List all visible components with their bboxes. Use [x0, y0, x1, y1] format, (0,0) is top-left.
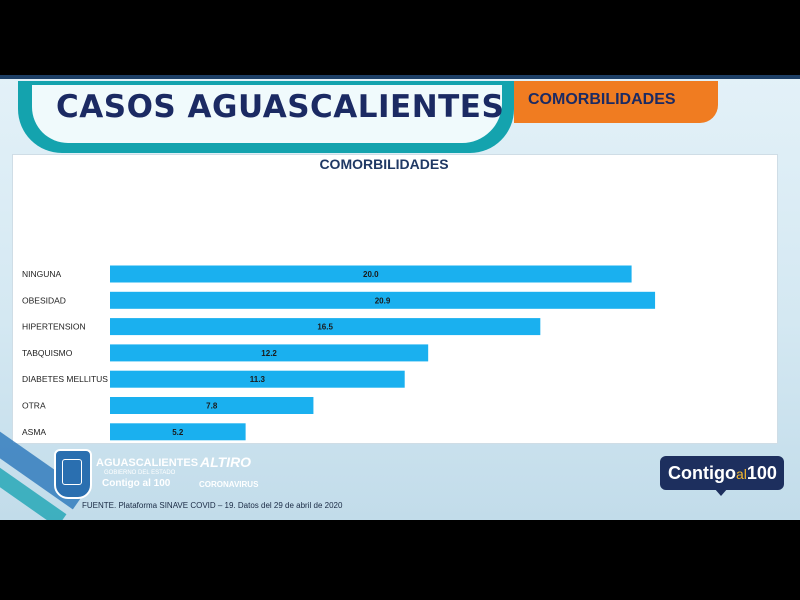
contigo-badge-main: Contigo [668, 463, 736, 483]
value-labels: 20.020.916.512.211.37.85.22.63.5 [172, 270, 391, 437]
altiro-logo-subtitle: CORONAVIRUS [199, 480, 259, 489]
title-banner-inner [32, 85, 502, 143]
bar-hipertension [110, 318, 541, 336]
state-seal-icon [54, 449, 92, 499]
altiro-logo-title: ALTIRO [200, 454, 252, 470]
source-note: FUENTE. Plataforma SINAVE COVID – 19. Da… [82, 501, 343, 510]
section-tag [514, 81, 718, 123]
bar-chart: COMORBILIDADES NINGUNA OBESIDAD HIPERTENSI… [22, 156, 656, 441]
top-border [0, 75, 800, 79]
bar-obesidad [110, 291, 656, 309]
category-label: ASMA [22, 427, 46, 437]
category-label: HIPERTENSION [22, 322, 86, 332]
contigo-badge-tail [714, 488, 728, 496]
value-label: 20.0 [363, 270, 379, 279]
contigo-badge [660, 456, 784, 490]
section-tag-label: COMORBILIDADES [528, 91, 676, 108]
value-label: 5.2 [172, 428, 184, 437]
gov-logo-name: AGUASCALIENTES [96, 457, 199, 469]
contigo-badge-number: 100 [746, 463, 777, 483]
value-label: 11.3 [250, 375, 266, 384]
bar-otra [110, 397, 314, 414]
value-label: 20.9 [375, 296, 391, 305]
value-label: 12.2 [261, 349, 277, 358]
contigo-badge-text: Contigoal100 [668, 463, 777, 484]
page-title: CASOS AGUASCALIENTES [56, 89, 505, 125]
category-labels: NINGUNA OBESIDAD HIPERTENSION TABQUISMO DIAB… [22, 269, 108, 437]
category-label: DIABETES MELLITUS [22, 374, 108, 384]
chart-title: COMORBILIDADES [319, 156, 448, 172]
slide: CASOS AGUASCALIENTES COMORBILIDADES COMO… [0, 75, 800, 520]
category-label: OTRA [22, 401, 46, 411]
bar-ninguna [110, 265, 632, 283]
contigo-badge-accent: al [735, 466, 747, 482]
category-label: TABQUISMO [22, 348, 73, 358]
state-seal-inner-icon [62, 459, 82, 485]
bar-diabetes-mellitus [110, 370, 405, 388]
bar-tabquismo [110, 344, 429, 362]
bar-asma [110, 423, 246, 441]
category-label: OBESIDAD [22, 295, 66, 305]
bars-group [110, 265, 656, 441]
value-label: 16.5 [317, 323, 333, 332]
gov-logo-subtitle: GOBIERNO DEL ESTADO [104, 470, 176, 476]
value-label: 7.8 [206, 402, 218, 411]
gov-logo-slogan: Contigo al 100 [102, 478, 171, 489]
category-label: NINGUNA [22, 269, 62, 279]
